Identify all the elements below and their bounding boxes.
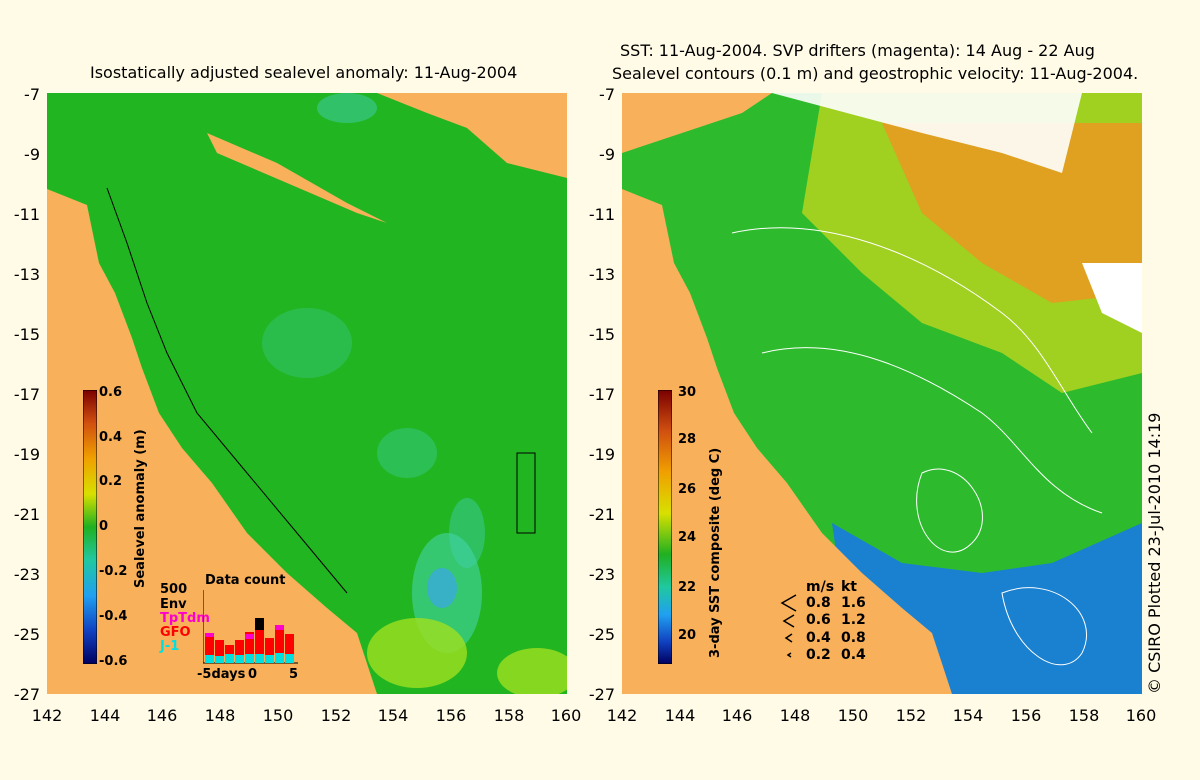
satellite-tptdm: TpTdm [160, 611, 210, 626]
left-lon-tick-label: 144 [89, 706, 121, 725]
sealevel-anomaly-map-image [47, 93, 567, 694]
data-count-histogram [203, 590, 298, 664]
velocity-legend-ms-value: 0.8 [806, 595, 831, 611]
sealevel-colorbar [83, 390, 97, 664]
velocity-legend-kt-value: 0.8 [841, 630, 866, 646]
velocity-legend-ms-value: 0.6 [806, 612, 831, 628]
right-lat-tick-label: -19 [588, 445, 615, 464]
left-lat-tick-label: -11 [13, 205, 40, 224]
data-count-axis-label: 0 [248, 667, 258, 682]
right-lon-tick-label: 148 [779, 706, 811, 725]
velocity-legend-ms-value: 0.4 [806, 630, 831, 646]
sealevel-colorbar-title: Sealevel anomaly (m) [133, 429, 148, 588]
right-lat-tick-label: -11 [588, 205, 615, 224]
sst-colorbar-tick: 20 [678, 628, 697, 643]
left-lon-tick-label: 156 [435, 706, 467, 725]
sst-colorbar-tick: 24 [678, 530, 697, 545]
sealevel-colorbar-tick: 0.4 [99, 430, 123, 445]
sst-colorbar [658, 390, 672, 664]
left-lat-tick-label: -25 [13, 625, 40, 644]
sst-colorbar-tick: 22 [678, 580, 697, 595]
velocity-legend-ms-header: m/s [806, 579, 835, 595]
velocity-legend-kt-value: 0.4 [841, 647, 866, 663]
right-lat-tick-label: -7 [599, 85, 615, 104]
left-map-title: Isostatically adjusted sealevel anomaly:… [90, 63, 518, 82]
velocity-legend-kt-header: kt [841, 579, 858, 595]
sst-map-image [622, 93, 1142, 694]
left-lon-tick-label: 142 [31, 706, 63, 725]
satellite-j1: J-1 [160, 639, 180, 654]
right-lat-tick-label: -21 [588, 505, 615, 524]
velocity-legend-kt-value: 1.2 [841, 612, 866, 628]
data-count-axis-label: 5 [289, 667, 299, 682]
left-lat-tick-label: -13 [13, 265, 40, 284]
australia-landmass [622, 189, 952, 694]
right-lon-tick-label: 160 [1125, 706, 1157, 725]
sealevel-colorbar-tick: 0.2 [99, 474, 123, 489]
left-lat-tick-label: -27 [13, 685, 40, 704]
left-lon-tick-label: 148 [204, 706, 236, 725]
right-lat-tick-label: -25 [588, 625, 615, 644]
right-lon-tick-label: 154 [952, 706, 984, 725]
left-lat-tick-label: -15 [13, 325, 40, 344]
right-lat-tick-label: -23 [588, 565, 615, 584]
data-count-scale: 500 [160, 582, 188, 597]
right-lat-tick-label: -15 [588, 325, 615, 344]
sst-colorbar-title: 3-day SST composite (deg C) [708, 447, 723, 658]
sealevel-colorbar-tick: -0.2 [99, 564, 128, 579]
data-count-title: Data count [205, 573, 286, 588]
sealevel-colorbar-tick: 0 [99, 519, 109, 534]
right-lon-tick-label: 156 [1010, 706, 1042, 725]
sealevel-colorbar-tick: -0.4 [99, 609, 128, 624]
left-lat-tick-label: -7 [24, 85, 40, 104]
australia-landmass [47, 189, 377, 694]
left-lat-tick-label: -21 [13, 505, 40, 524]
velocity-legend-kt-value: 1.6 [841, 595, 866, 611]
right-map-title-line1: SST: 11-Aug-2004. SVP drifters (magenta)… [620, 41, 1095, 60]
data-count-axis-label: -5days [197, 667, 246, 682]
left-lon-tick-label: 146 [146, 706, 178, 725]
left-lat-tick-label: -19 [13, 445, 40, 464]
velocity-legend-ms-value: 0.2 [806, 647, 831, 663]
left-lon-tick-label: 150 [262, 706, 294, 725]
satellite-env: Env [160, 597, 187, 612]
sst-colorbar-tick: 30 [678, 385, 697, 400]
right-lon-tick-label: 142 [606, 706, 638, 725]
left-lon-tick-label: 158 [493, 706, 525, 725]
papua-new-guinea-landmass [47, 93, 567, 178]
left-lon-tick-label: 160 [550, 706, 582, 725]
right-lat-tick-label: -13 [588, 265, 615, 284]
right-lon-tick-label: 150 [837, 706, 869, 725]
left-lat-tick-label: -23 [13, 565, 40, 584]
right-lat-tick-label: -17 [588, 385, 615, 404]
right-lat-tick-label: -9 [599, 145, 615, 164]
left-lon-tick-label: 154 [377, 706, 409, 725]
satellite-gfo: GFO [160, 625, 191, 640]
sealevel-colorbar-tick: -0.6 [99, 654, 128, 669]
right-lat-tick-label: -27 [588, 685, 615, 704]
right-lon-tick-label: 158 [1068, 706, 1100, 725]
velocity-legend-arrows [780, 594, 797, 658]
sealevel-colorbar-tick: 0.6 [99, 385, 123, 400]
right-lon-tick-label: 144 [664, 706, 696, 725]
sst-map [622, 93, 1142, 694]
papua-new-guinea-landmass [622, 93, 772, 153]
left-lat-tick-label: -9 [24, 145, 40, 164]
csiro-credit: © CSIRO Plotted 23-Jul-2010 14:19 [1145, 412, 1164, 694]
right-lon-tick-label: 152 [895, 706, 927, 725]
right-lon-tick-label: 146 [721, 706, 753, 725]
left-lat-tick-label: -17 [13, 385, 40, 404]
sealevel-anomaly-map [47, 93, 567, 694]
sst-colorbar-tick: 28 [678, 432, 697, 447]
sst-colorbar-tick: 26 [678, 482, 697, 497]
right-map-title-line2: Sealevel contours (0.1 m) and geostrophi… [612, 64, 1139, 83]
left-lon-tick-label: 152 [320, 706, 352, 725]
